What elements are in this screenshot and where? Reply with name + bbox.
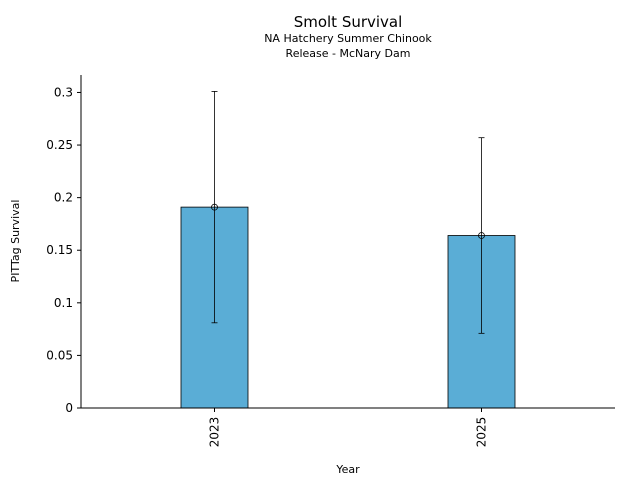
y-tick-label: 0.05 (46, 348, 73, 362)
chart-subtitle-line-2: Release - McNary Dam (286, 47, 411, 60)
x-tick-label: 2025 (475, 417, 489, 448)
chart-subtitle-line-1: NA Hatchery Summer Chinook (264, 32, 432, 45)
chart-title: Smolt Survival (294, 13, 403, 31)
x-axis-label: Year (335, 463, 360, 476)
y-tick-label: 0.25 (46, 138, 73, 152)
y-tick-label: 0.1 (54, 296, 73, 310)
point-marker (478, 232, 485, 239)
y-tick-label: 0.2 (54, 191, 73, 205)
plot-area: 0 0.05 0.1 0.15 0.2 0.25 0.3 2023 2025 (46, 85, 516, 448)
y-tick-label: 0 (65, 401, 73, 415)
y-tick-label: 0.3 (54, 85, 73, 99)
point-marker (211, 203, 218, 211)
y-tick-label: 0.15 (46, 243, 73, 257)
x-tick-label: 2023 (208, 417, 222, 448)
y-axis-label: PITTag Survival (9, 200, 22, 283)
